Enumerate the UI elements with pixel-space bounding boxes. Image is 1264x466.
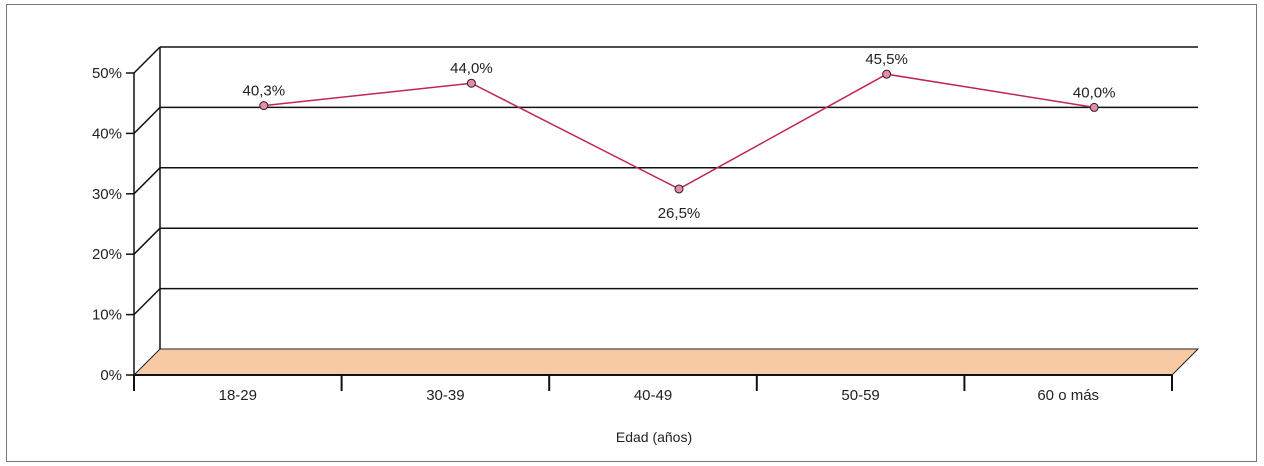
gridline-depth	[133, 46, 161, 74]
y-tick-label: 20%	[92, 246, 122, 263]
data-point	[466, 78, 476, 88]
chart-floor	[132, 348, 1200, 376]
y-tick-label: 0%	[100, 367, 122, 384]
x-tick-label: 60 o más	[1037, 387, 1099, 404]
series-line	[263, 73, 1095, 190]
y-tick-label: 30%	[92, 186, 122, 203]
x-tick-label: 40-49	[634, 387, 672, 404]
gridline-depth	[133, 106, 161, 134]
gridline-depth	[133, 167, 161, 195]
data-point	[674, 184, 684, 194]
y-tick-label: 10%	[92, 307, 122, 324]
x-tick-label: 30-39	[426, 387, 464, 404]
data-label: 44,0%	[450, 60, 493, 77]
data-label: 40,0%	[1073, 84, 1116, 101]
data-label: 45,5%	[865, 51, 908, 68]
x-axis-title: Edad (años)	[616, 429, 692, 445]
data-label: 40,3%	[243, 83, 286, 100]
gridline-depth	[133, 227, 161, 255]
gridline-depth	[133, 288, 161, 316]
data-point	[1089, 102, 1099, 112]
x-tick-label: 50-59	[841, 387, 879, 404]
data-point	[882, 69, 892, 79]
y-tick-label: 40%	[92, 125, 122, 142]
x-tick-label: 18-29	[219, 387, 257, 404]
chart-frame	[6, 4, 1257, 462]
y-tick-label: 50%	[92, 65, 122, 82]
data-label: 26,5%	[658, 205, 701, 222]
data-point	[259, 101, 269, 111]
